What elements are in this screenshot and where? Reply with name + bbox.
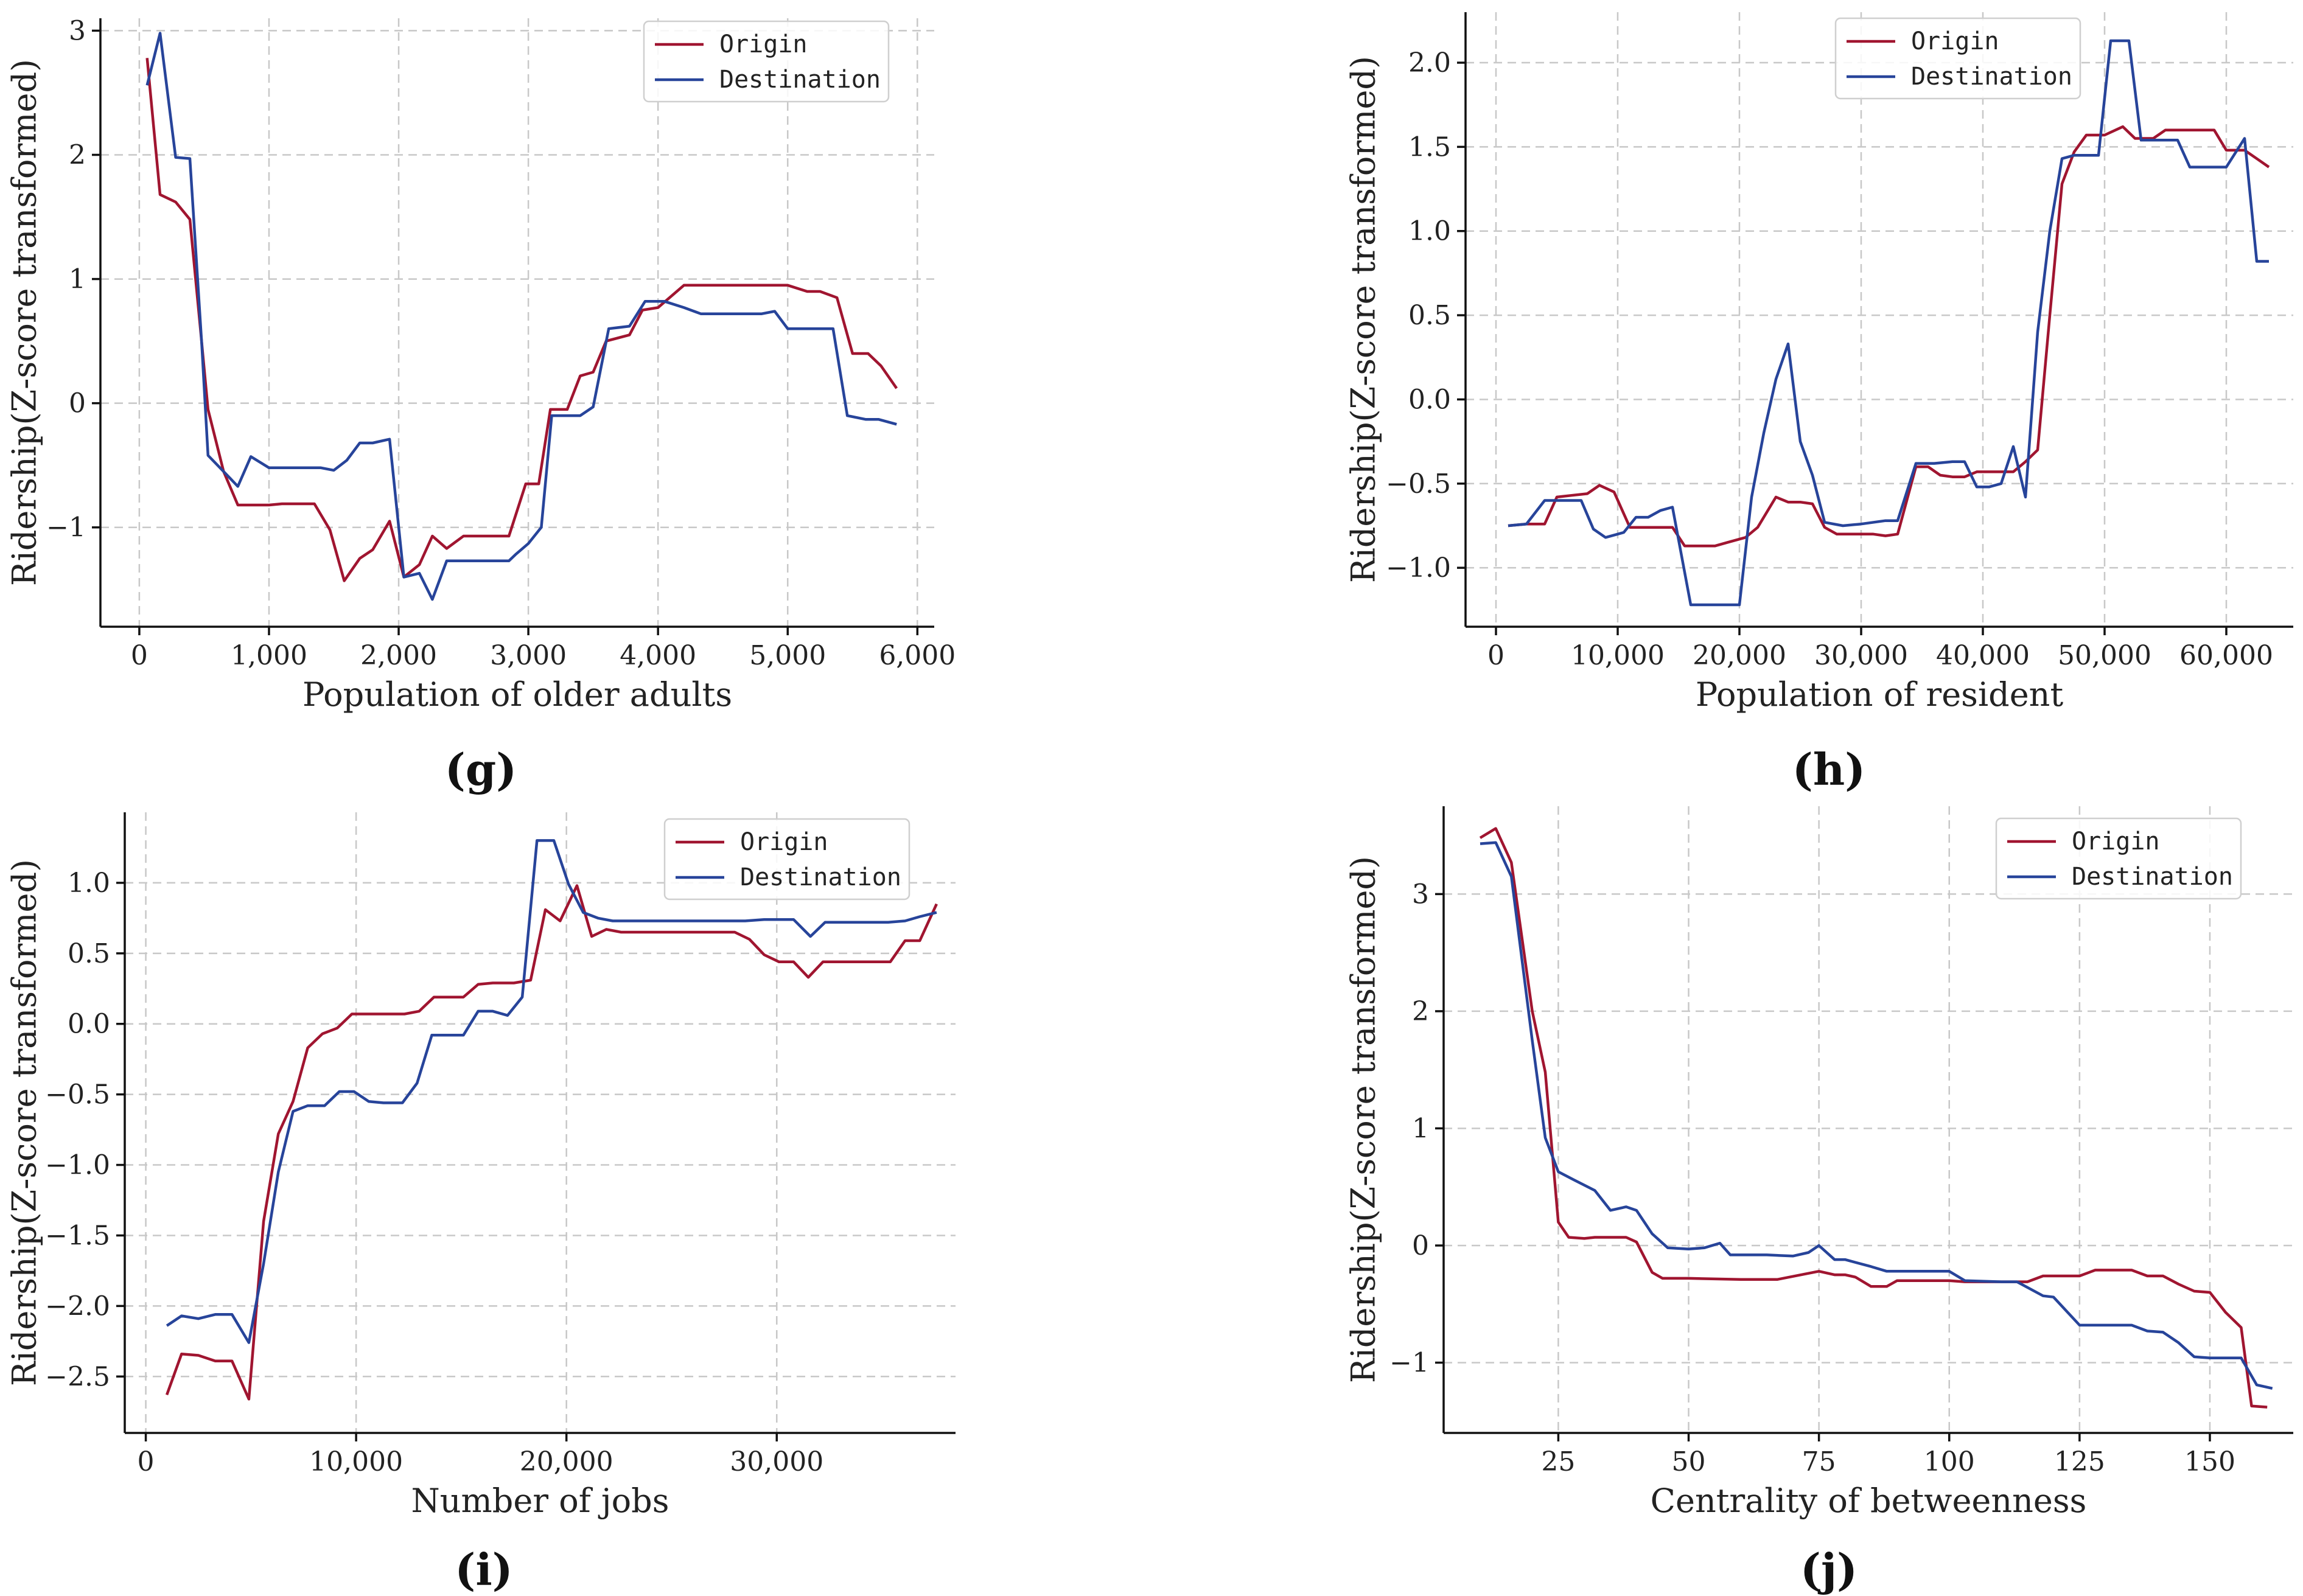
x-axis-label: Number of jobs xyxy=(411,1482,669,1520)
x-tick-label: 3,000 xyxy=(490,640,567,671)
x-axis-label: Population of older adults xyxy=(302,675,732,714)
series-line-destination xyxy=(1480,841,2273,1390)
y-tick-label: 3 xyxy=(69,15,86,46)
x-tick-label: 6,000 xyxy=(879,640,956,671)
y-axis-label: Ridership(Z-score transformed) xyxy=(5,59,44,586)
x-axis-label: Centrality of betweenness xyxy=(1651,1482,2087,1520)
legend-label-origin: Origin xyxy=(2072,828,2160,855)
y-tick-label: −1.5 xyxy=(45,1220,110,1251)
panel-label: (g) xyxy=(445,744,517,795)
y-tick-label: 1 xyxy=(69,264,86,295)
x-tick-label: 0 xyxy=(131,640,148,671)
legend-label-origin: Origin xyxy=(740,828,828,856)
x-tick-label: 1,000 xyxy=(231,640,307,671)
x-tick-label: 4,000 xyxy=(620,640,696,671)
y-tick-label: −1 xyxy=(1389,1347,1429,1378)
x-tick-label: 0 xyxy=(138,1446,155,1477)
y-tick-label: 0.0 xyxy=(68,1009,110,1040)
series-line-origin xyxy=(1479,827,2268,1409)
y-tick-label: −2.0 xyxy=(45,1291,110,1322)
panel-label: (j) xyxy=(1800,1544,1857,1595)
y-tick-label: −1.0 xyxy=(1386,552,1451,584)
y-tick-label: 2 xyxy=(69,139,86,170)
x-tick-label: 0 xyxy=(1487,640,1504,671)
legend-label-destination: Destination xyxy=(2072,863,2233,891)
y-tick-label: −1 xyxy=(46,512,86,543)
legend-box xyxy=(643,20,890,103)
y-tick-label: 0.5 xyxy=(1408,300,1451,331)
x-tick-label: 150 xyxy=(2184,1446,2235,1477)
chart-panel-h: 0 10,000 20,000 30,000 40,000 50,000 60,000 −1.… xyxy=(1344,12,2293,795)
x-axis-label: Population of resident xyxy=(1696,675,2064,714)
x-tick-label: 60,000 xyxy=(2179,640,2273,671)
y-axis-label: Ridership(Z-score transformed) xyxy=(1344,856,1383,1383)
series-line-origin xyxy=(1508,125,2270,548)
x-tick-label: 2,000 xyxy=(360,640,437,671)
y-tick-label: 0.0 xyxy=(1408,384,1451,415)
x-tick-label: 25 xyxy=(1541,1446,1575,1477)
legend: Origin Destination xyxy=(663,818,910,901)
legend-label-destination: Destination xyxy=(719,66,881,94)
series-line-destination xyxy=(145,32,897,601)
y-tick-label: 0.5 xyxy=(68,938,110,969)
series-line-destination xyxy=(166,839,937,1344)
panel-label: (h) xyxy=(1792,744,1865,795)
y-tick-label: 2 xyxy=(1412,996,1429,1027)
x-tick-label: 20,000 xyxy=(1693,640,1786,671)
y-axis-label: Ridership(Z-score transformed) xyxy=(1344,56,1383,583)
x-tick-label: 100 xyxy=(1924,1446,1975,1477)
y-tick-label: 1.0 xyxy=(1408,216,1451,247)
series-line-destination xyxy=(1508,39,2269,607)
y-axis-label: Ridership(Z-score transformed) xyxy=(5,859,44,1386)
y-tick-label: 3 xyxy=(1412,879,1429,910)
series-line-origin xyxy=(165,884,938,1401)
legend-label-destination: Destination xyxy=(740,863,901,891)
legend: Origin Destination xyxy=(1995,817,2242,900)
legend-label-origin: Origin xyxy=(719,30,808,58)
x-tick-label: 20,000 xyxy=(520,1446,613,1477)
y-tick-label: −0.5 xyxy=(1386,469,1451,500)
y-tick-label: −2.5 xyxy=(45,1361,110,1392)
chart-panel-g: 0 1,000 2,000 3,000 4,000 5,000 6,000 −1 0 1 2 3 Pop… xyxy=(5,15,956,795)
x-tick-label: 10,000 xyxy=(309,1446,403,1477)
y-tick-label: 2.0 xyxy=(1408,47,1451,78)
x-tick-label: 125 xyxy=(2054,1446,2105,1477)
y-tick-label: 0 xyxy=(69,388,86,419)
y-tick-label: −1.0 xyxy=(45,1150,110,1181)
y-tick-label: 1.5 xyxy=(1408,131,1451,162)
x-tick-label: 50 xyxy=(1672,1446,1706,1477)
y-tick-label: −0.5 xyxy=(45,1079,110,1110)
legend: Origin Destination xyxy=(643,20,890,103)
chart-panel-j: 25 50 75 100 125 150 −1 0 1 2 3 Centrality of betwe… xyxy=(1344,806,2293,1595)
y-tick-label: 0 xyxy=(1412,1230,1429,1261)
legend-box xyxy=(1995,817,2242,900)
y-tick-label: 1 xyxy=(1412,1113,1429,1144)
x-tick-label: 30,000 xyxy=(730,1446,823,1477)
chart-panel-i: 0 10,000 20,000 30,000 −2.5 −2.0 −1.5 −1.0 −0.5 0… xyxy=(5,812,956,1595)
series-line-origin xyxy=(145,58,898,582)
legend-label-origin: Origin xyxy=(1911,27,1999,55)
x-tick-label: 40,000 xyxy=(1936,640,2030,671)
y-tick-label: 1.0 xyxy=(68,868,110,899)
x-tick-label: 75 xyxy=(1802,1446,1836,1477)
x-tick-label: 30,000 xyxy=(1814,640,1908,671)
panel-label: (i) xyxy=(455,1544,512,1595)
x-tick-label: 50,000 xyxy=(2058,640,2151,671)
legend-box xyxy=(1834,17,2081,100)
x-tick-label: 5,000 xyxy=(749,640,826,671)
legend-label-destination: Destination xyxy=(1911,63,2072,91)
legend-box xyxy=(663,818,910,901)
x-tick-label: 10,000 xyxy=(1571,640,1665,671)
legend: Origin Destination xyxy=(1834,17,2081,100)
